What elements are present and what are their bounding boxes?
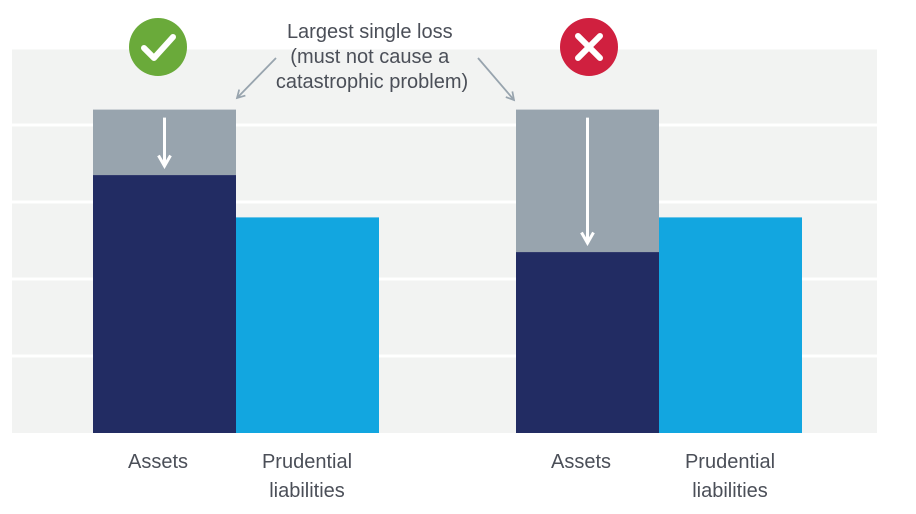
- category-label-liabilities: Prudential: [262, 451, 352, 473]
- category-label-assets: Assets: [551, 451, 611, 473]
- annotation-line: (must not cause a: [290, 46, 450, 68]
- check-icon: [129, 18, 187, 76]
- annotation-text: Largest single loss (must not cause a ca…: [276, 21, 468, 93]
- annotation-arrow-right: [477, 57, 516, 102]
- category-label-liabilities-line2: liabilities: [269, 480, 345, 502]
- cross-icon: [560, 18, 618, 76]
- assets-bar: [516, 252, 659, 433]
- liabilities-bar: [236, 217, 379, 433]
- assets-bar: [93, 175, 236, 434]
- annotation-line: catastrophic problem): [276, 71, 468, 93]
- category-label-liabilities-line2: liabilities: [692, 480, 768, 502]
- annotation-arrow-left: [235, 57, 277, 100]
- status-badges: [129, 18, 618, 76]
- category-label-liabilities: Prudential: [685, 451, 775, 473]
- category-label-assets: Assets: [128, 451, 188, 473]
- liabilities-bar: [659, 217, 802, 433]
- annotation-line: Largest single loss: [287, 21, 453, 43]
- loss-arrows: [157, 117, 595, 247]
